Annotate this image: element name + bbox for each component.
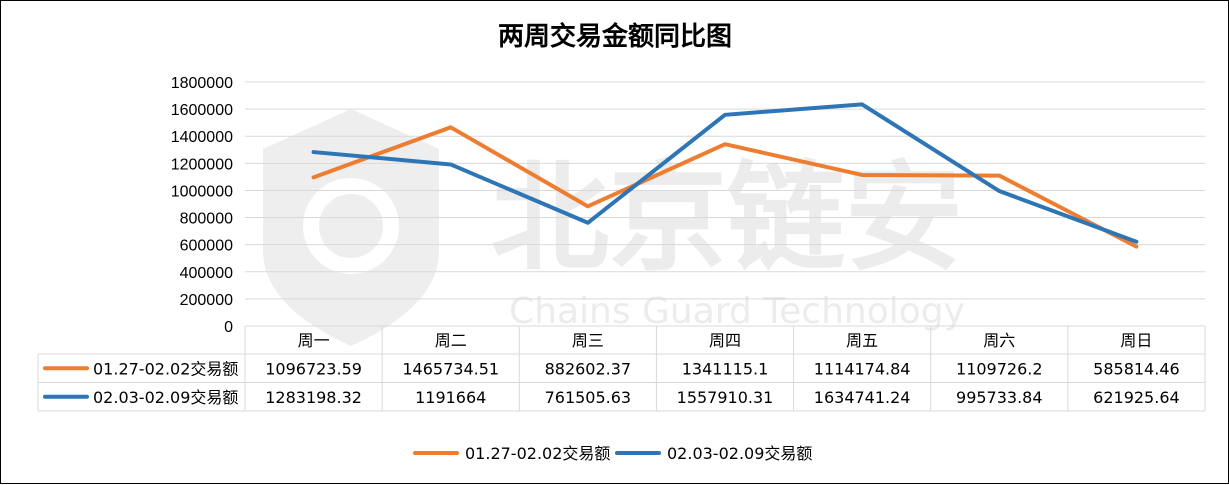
y-axis: 1800000 1600000 1400000 1200000 1000000 80000… [171, 75, 233, 336]
table-value-cell: 621925.64 [1093, 388, 1180, 407]
data-point [998, 175, 1000, 177]
table-value-cell: 882602.37 [545, 359, 632, 378]
data-point [998, 190, 1000, 192]
y-tick-label: 600000 [180, 238, 233, 255]
chart-title: 两周交易金额同比图 [498, 21, 732, 52]
table-value-cell: 1114174.84 [814, 359, 911, 378]
y-tick-label: 0 [224, 319, 233, 336]
table-value-cell: 1096723.59 [265, 359, 362, 378]
legend-label: 01.27-02.02交易额 [465, 444, 610, 463]
data-point [724, 143, 726, 145]
data-point [587, 222, 589, 224]
data-table: 周一 周二 周三 周四 周五 周六 周日 01.27-02.02交易额 1096723.59 14… [37, 325, 1206, 412]
table-value-cell: 1283198.32 [265, 388, 362, 407]
x-category-label: 周日 [1120, 331, 1152, 350]
y-tick-label: 800000 [180, 211, 233, 228]
x-category-label: 周一 [298, 331, 330, 350]
table-value-cell: 1341115.1 [682, 359, 769, 378]
data-point [313, 151, 315, 153]
y-tick-label: 1000000 [171, 183, 233, 200]
legend: 01.27-02.02交易额 02.03-02.09交易额 [413, 444, 812, 463]
data-point [861, 174, 863, 176]
x-category-label: 周六 [983, 331, 1015, 350]
y-tick-label: 1800000 [171, 75, 233, 92]
table-series-name: 02.03-02.09交易额 [93, 388, 238, 407]
series-lines [311, 102, 1139, 249]
watermark: 北京链安 Chains Guard Technology [263, 109, 965, 346]
table-value-cell: 995733.84 [956, 388, 1043, 407]
y-tick-label: 200000 [180, 292, 233, 309]
legend-label: 02.03-02.09交易额 [667, 444, 812, 463]
table-value-cell: 1557910.31 [677, 388, 774, 407]
x-category-label: 周四 [709, 331, 741, 350]
watermark-shield-logo [263, 109, 439, 346]
data-point [450, 163, 452, 165]
data-point [313, 176, 315, 178]
x-category-label: 周二 [435, 331, 467, 350]
data-point [1135, 241, 1137, 243]
data-point [724, 114, 726, 116]
data-point [861, 103, 863, 105]
data-point [1135, 246, 1137, 248]
data-point [450, 126, 452, 128]
watermark-logo-ring [303, 178, 399, 274]
y-tick-label: 1600000 [171, 102, 233, 119]
x-category-label: 周五 [846, 331, 878, 350]
y-tick-label: 1200000 [171, 156, 233, 173]
y-tick-label: 1400000 [171, 129, 233, 146]
table-value-cell: 1634741.24 [814, 388, 911, 407]
table-value-cell: 761505.63 [545, 388, 632, 407]
table-series-name: 01.27-02.02交易额 [93, 359, 238, 378]
table-value-cell: 585814.46 [1093, 359, 1180, 378]
y-tick-label: 400000 [180, 265, 233, 282]
watermark-sub-text: Chains Guard Technology [509, 291, 965, 332]
table-value-cell: 1191664 [415, 388, 486, 407]
table-value-cell: 1109726.2 [956, 359, 1043, 378]
table-value-cell: 1465734.51 [402, 359, 499, 378]
x-category-label: 周三 [572, 331, 604, 350]
data-point [587, 205, 589, 207]
